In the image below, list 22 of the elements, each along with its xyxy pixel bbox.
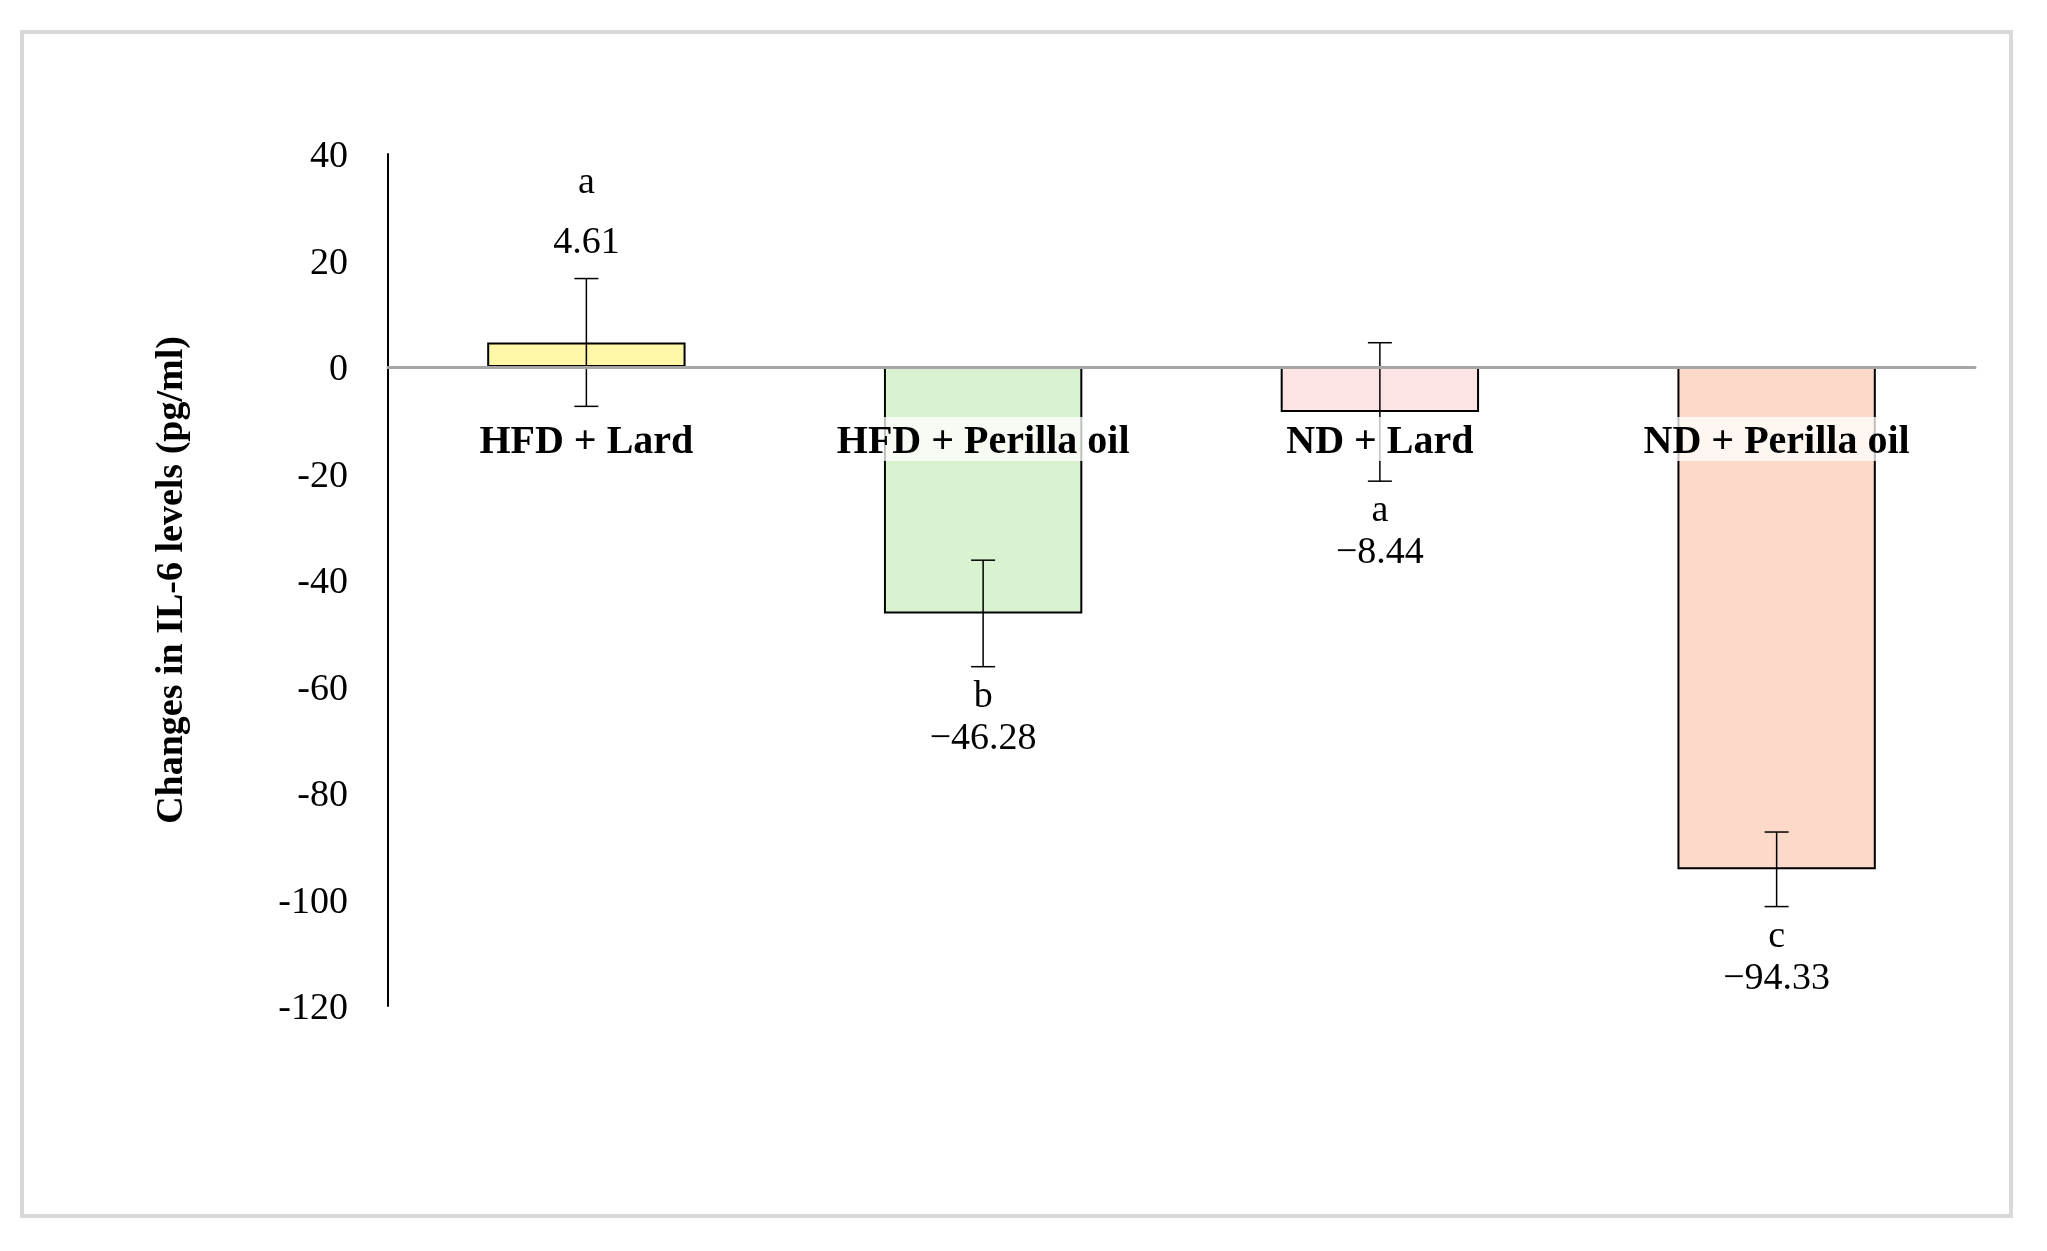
x-tick-label: ND + Lard bbox=[1286, 416, 1474, 462]
annotation: a bbox=[1371, 487, 1389, 530]
y-tick-label: 0 bbox=[329, 346, 348, 388]
x-tick-label: HFD + Perilla oil bbox=[836, 416, 1130, 462]
data-label: −8.44 bbox=[1335, 529, 1424, 572]
x-tick-label: ND + Perilla oil bbox=[1643, 416, 1910, 462]
y-tick-label: -20 bbox=[297, 452, 348, 495]
annotation: a bbox=[577, 158, 595, 201]
y-tick-label: -100 bbox=[278, 878, 348, 921]
annotation: b bbox=[973, 672, 993, 715]
y-tick-label: -60 bbox=[297, 665, 348, 708]
x-tick-label: HFD + Lard bbox=[479, 416, 694, 462]
data-label: −94.33 bbox=[1723, 954, 1831, 997]
y-tick-label: -40 bbox=[297, 559, 348, 601]
data-label: 4.61 bbox=[553, 218, 620, 261]
annotation: c bbox=[1768, 912, 1786, 955]
y-axis-title: Changes in IL-6 levels (pg/ml) bbox=[148, 336, 191, 824]
y-tick-label: 20 bbox=[310, 239, 348, 282]
y-tick-label: -120 bbox=[278, 985, 348, 1027]
data-label: −46.28 bbox=[929, 714, 1037, 757]
y-tick-label: 40 bbox=[310, 133, 348, 175]
y-tick-label: -80 bbox=[297, 772, 348, 814]
